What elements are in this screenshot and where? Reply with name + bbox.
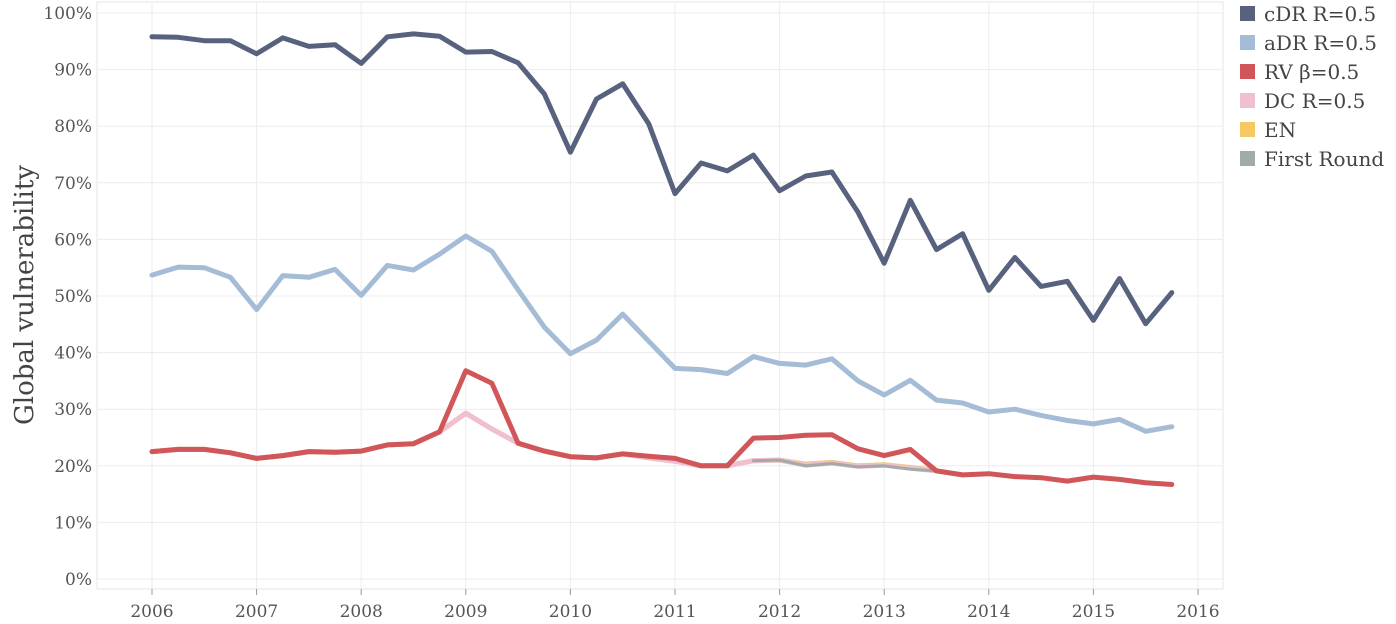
y-tick-label: 10% — [54, 513, 92, 533]
series-line-rv — [149, 368, 1175, 487]
series-layer — [149, 31, 1175, 487]
legend-swatch — [1240, 151, 1255, 166]
legend-swatch — [1240, 6, 1255, 21]
legend-label: EN — [1264, 118, 1296, 142]
legend-label: First Round — [1264, 147, 1384, 171]
series-line-first — [751, 458, 938, 473]
y-tick-label: 40% — [54, 344, 92, 364]
legend-swatch — [1240, 35, 1255, 50]
grid-lines — [97, 2, 1223, 589]
legend: cDR R=0.5 aDR R=0.5 RV β=0.5 DC R=0.5 EN Firs… — [1240, 2, 1384, 171]
y-tick-label: 20% — [54, 457, 92, 477]
x-tick-label: 2006 — [130, 602, 173, 622]
y-tick-label: 90% — [54, 61, 92, 81]
y-tick-label: 100% — [43, 4, 92, 24]
x-tick-label: 2013 — [863, 602, 906, 622]
y-tick-label: 80% — [54, 117, 92, 137]
legend-swatch — [1240, 93, 1255, 108]
x-tick-label: 2010 — [549, 602, 592, 622]
x-axis: 2006 2007 2008 2009 2010 2011 2012 2013 2014 2015… — [130, 589, 1220, 622]
legend-label: DC R=0.5 — [1264, 89, 1365, 113]
x-tick-label: 2014 — [967, 602, 1010, 622]
y-tick-label: 70% — [54, 174, 92, 194]
y-tick-label: 50% — [54, 287, 92, 307]
legend-label: aDR R=0.5 — [1264, 31, 1377, 55]
legend-label: RV β=0.5 — [1264, 60, 1359, 84]
legend-swatch — [1240, 64, 1255, 79]
x-tick-label: 2015 — [1072, 602, 1115, 622]
x-tick-label: 2008 — [340, 602, 383, 622]
y-tick-label: 30% — [54, 400, 92, 420]
x-tick-label: 2016 — [1176, 602, 1219, 622]
series-line-cdr — [149, 31, 1175, 327]
y-axis: 0% 10% 20% 30% 40% 50% 60% 70% 80% 90% 100% — [43, 4, 92, 590]
y-tick-label: 60% — [54, 230, 92, 250]
x-tick-label: 2007 — [235, 602, 278, 622]
y-axis-title: Global vulnerability — [10, 165, 40, 425]
x-tick-label: 2011 — [653, 602, 696, 622]
x-tick-label: 2009 — [444, 602, 487, 622]
y-tick-label: 0% — [65, 570, 92, 590]
legend-swatch — [1240, 122, 1255, 137]
series-line-adr — [149, 233, 1175, 434]
x-tick-label: 2012 — [758, 602, 801, 622]
legend-label: cDR R=0.5 — [1264, 2, 1376, 26]
